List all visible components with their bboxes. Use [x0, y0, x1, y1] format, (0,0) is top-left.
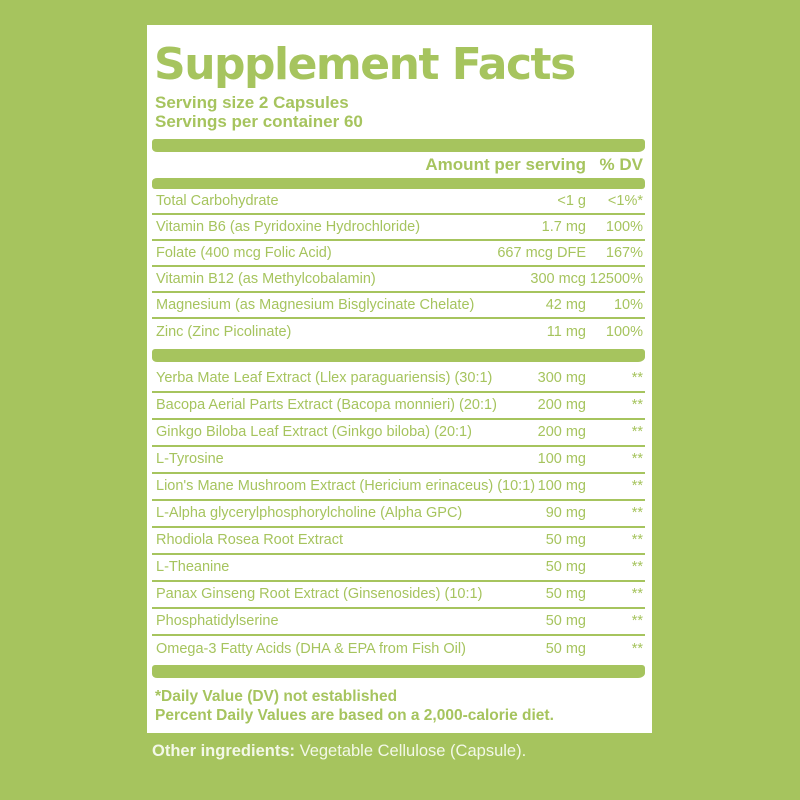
- table-header: Amount per serving % DV: [152, 152, 645, 178]
- row-amount: 42 mg: [545, 297, 586, 313]
- row-amount: 300 mg: [537, 370, 586, 386]
- percent-dv-header: % DV: [599, 155, 643, 174]
- other-ingredients-label: Other ingredients:: [152, 742, 296, 760]
- row-name: Magnesium (as Magnesium Bisglycinate Che…: [156, 297, 475, 313]
- table-row: Panax Ginseng Root Extract (Ginsenosides…: [152, 582, 645, 609]
- row-amount: 50 mg: [545, 532, 586, 548]
- table-row: Omega-3 Fatty Acids (DHA & EPA from Fish…: [152, 636, 645, 663]
- row-name: Vitamin B6 (as Pyridoxine Hydrochloride): [156, 219, 421, 235]
- servings-per-container: Servings per container 60: [155, 112, 363, 131]
- row-dv: **: [631, 586, 643, 602]
- row-amount: 200 mg: [537, 397, 586, 413]
- divider-band-middle: [152, 349, 645, 362]
- table-row: Phosphatidylserine 50 mg **: [152, 609, 645, 636]
- row-amount: 300 mcg: [530, 271, 586, 287]
- table-row: Total Carbohydrate <1 g <1%*: [152, 189, 645, 215]
- row-amount: 50 mg: [545, 613, 586, 629]
- other-ingredients-value: Vegetable Cellulose (Capsule).: [299, 742, 527, 760]
- row-name: Total Carbohydrate: [156, 193, 279, 209]
- row-dv: **: [631, 641, 643, 657]
- row-name: Folate (400 mcg Folic Acid): [156, 245, 332, 261]
- row-dv: 10%: [613, 297, 643, 313]
- table-row: Yerba Mate Leaf Extract (Llex paraguarie…: [152, 366, 645, 393]
- other-ingredients: Other ingredients: Vegetable Cellulose (…: [152, 741, 652, 761]
- supplement-facts-panel: Supplement Facts Serving size 2 Capsules…: [147, 25, 652, 733]
- table-row: Vitamin B6 (as Pyridoxine Hydrochloride)…: [152, 215, 645, 241]
- table-row: L-Tyrosine 100 mg **: [152, 447, 645, 474]
- row-name: Rhodiola Rosea Root Extract: [156, 532, 343, 548]
- table-row: Rhodiola Rosea Root Extract 50 mg **: [152, 528, 645, 555]
- row-name: Panax Ginseng Root Extract (Ginsenosides…: [156, 586, 483, 602]
- row-name: Phosphatidylserine: [156, 613, 279, 629]
- row-amount: 11 mg: [546, 324, 586, 340]
- row-dv: **: [631, 505, 643, 521]
- row-dv: 12500%: [589, 271, 643, 287]
- row-name: Vitamin B12 (as Methylcobalamin): [156, 271, 376, 287]
- row-name: Yerba Mate Leaf Extract (Llex paraguarie…: [156, 370, 493, 386]
- row-dv: 167%: [605, 245, 643, 261]
- table-row: L-Alpha glycerylphosphorylcholine (Alpha…: [152, 501, 645, 528]
- footnote-daily-values: Percent Daily Values are based on a 2,00…: [155, 707, 554, 724]
- row-name: L-Alpha glycerylphosphorylcholine (Alpha…: [156, 505, 463, 521]
- row-amount: 90 mg: [545, 505, 586, 521]
- row-dv: 100%: [605, 324, 643, 340]
- row-dv: 100%: [605, 219, 643, 235]
- row-dv: **: [631, 478, 643, 494]
- row-name: L-Tyrosine: [156, 451, 224, 467]
- table-row: Vitamin B12 (as Methylcobalamin) 300 mcg 1…: [152, 267, 645, 293]
- row-amount: 50 mg: [545, 641, 586, 657]
- vitamins-minerals-section: Total Carbohydrate <1 g <1%* Vitamin B6 (as…: [152, 189, 645, 345]
- table-row: Folate (400 mcg Folic Acid) 667 mcg DFE 16…: [152, 241, 645, 267]
- table-row: Bacopa Aerial Parts Extract (Bacopa monn…: [152, 393, 645, 420]
- row-dv: **: [631, 613, 643, 629]
- footnotes: *Daily Value (DV) not established Percen…: [155, 687, 645, 725]
- row-dv: **: [631, 451, 643, 467]
- row-dv: **: [631, 397, 643, 413]
- table-row: Magnesium (as Magnesium Bisglycinate Che…: [152, 293, 645, 319]
- row-amount: <1 g: [557, 193, 586, 209]
- row-name: Omega-3 Fatty Acids (DHA & EPA from Fish…: [156, 641, 466, 657]
- serving-size: Serving size 2 Capsules: [155, 93, 349, 112]
- row-name: Bacopa Aerial Parts Extract (Bacopa monn…: [156, 397, 497, 413]
- table-row: Zinc (Zinc Picolinate) 11 mg 100%: [152, 319, 645, 345]
- row-amount: 667 mcg DFE: [497, 245, 586, 261]
- table-row: L-Theanine 50 mg **: [152, 555, 645, 582]
- row-amount: 200 mg: [537, 424, 586, 440]
- row-amount: 100 mg: [537, 451, 586, 467]
- table-row: Ginkgo Biloba Leaf Extract (Ginkgo bilob…: [152, 420, 645, 447]
- row-name: Zinc (Zinc Picolinate): [156, 324, 292, 340]
- row-dv: **: [631, 532, 643, 548]
- row-name: Ginkgo Biloba Leaf Extract (Ginkgo bilob…: [156, 424, 472, 440]
- row-dv: **: [631, 559, 643, 575]
- row-amount: 1.7 mg: [541, 219, 586, 235]
- footnote-dv-not-established: *Daily Value (DV) not established: [155, 688, 398, 705]
- panel-title: Supplement Facts: [154, 39, 576, 90]
- divider-band-top: [152, 139, 645, 152]
- row-amount: 50 mg: [545, 586, 586, 602]
- amount-per-serving-header: Amount per serving: [425, 155, 586, 174]
- row-dv: **: [631, 370, 643, 386]
- row-name: L-Theanine: [156, 559, 230, 575]
- row-dv: **: [631, 424, 643, 440]
- table-row: Lion's Mane Mushroom Extract (Hericium e…: [152, 474, 645, 501]
- row-name: Lion's Mane Mushroom Extract (Hericium e…: [156, 478, 536, 494]
- divider-band-bottom: [152, 665, 645, 678]
- row-dv: <1%*: [607, 193, 643, 209]
- row-amount: 50 mg: [545, 559, 586, 575]
- divider-band-header: [152, 178, 645, 189]
- botanicals-section: Yerba Mate Leaf Extract (Llex paraguarie…: [152, 366, 645, 663]
- row-amount: 100 mg: [537, 478, 586, 494]
